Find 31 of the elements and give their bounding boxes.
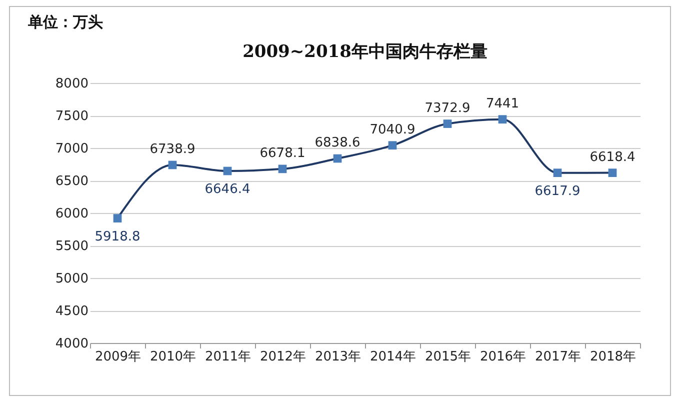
x-tick-label: 2014年 [370,350,416,364]
y-tick-label: 7500 [55,109,88,124]
y-tick-label: 4500 [55,304,88,319]
y-tick-label: 6000 [55,206,88,222]
data-label: 5918.8 [94,229,140,244]
data-label: 6678.1 [260,146,306,161]
y-tick-label: 8000 [55,76,88,92]
data-label: 7040.9 [370,122,416,138]
data-label: 6738.9 [150,142,196,157]
y-tick-label: 5000 [55,272,88,286]
x-tick-label: 2009年 [94,350,142,364]
x-tick-label: 2011年 [204,350,252,364]
data-label: 6617.9 [534,184,580,199]
y-tick-label: 7000 [55,142,88,156]
y-tick-label: 6500 [55,174,88,189]
x-tick-label: 2017年 [534,350,582,364]
data-label: 6618.4 [590,150,636,165]
x-tick-label: 2010年 [150,350,196,364]
x-tick-label: 2018年 [590,350,636,364]
data-label: 7441 [486,96,520,112]
y-tick-label: 5500 [55,239,88,254]
x-tick-label: 2013年 [314,350,362,364]
y-tick-label: 4000 [55,336,88,352]
x-tick-label: 2016年 [480,350,526,364]
chart-title: 2009~2018年中国肉牛存栏量 [242,42,488,62]
text: 单位：万头 [28,13,103,32]
data-label: 6838.6 [314,135,360,150]
data-label: 6646.4 [204,182,250,197]
data-label: 7372.9 [424,100,470,116]
x-tick-label: 2012年 [260,350,306,364]
x-tick-label: 2015年 [424,350,472,364]
